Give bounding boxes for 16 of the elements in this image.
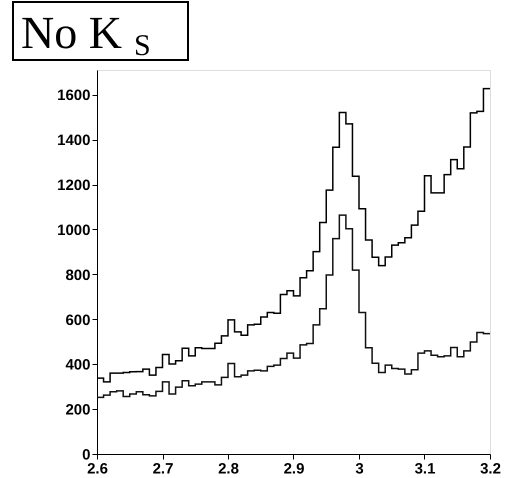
x-tick-label: 2.9 (284, 460, 304, 478)
y-tick-label: 1400 (57, 132, 90, 150)
y-tick-label: 600 (65, 312, 90, 329)
x-tick-label: 3.1 (414, 460, 436, 478)
x-tick-label: 3 (355, 460, 364, 478)
x-tick-label: 2.7 (152, 460, 174, 478)
x-tick-label: 2.6 (87, 460, 108, 478)
y-tick-label: 800 (65, 266, 90, 284)
y-tick-label: 1000 (57, 222, 90, 239)
y-tick-label: 400 (65, 356, 90, 374)
y-tick-label: 1600 (57, 87, 90, 104)
y-tick-label: 200 (65, 402, 90, 419)
y-tick-label: 0 (82, 446, 90, 464)
y-tick-label: 1200 (57, 177, 90, 194)
x-tick-label: 3.2 (480, 460, 501, 478)
x-tick-label: 2.8 (218, 460, 239, 478)
